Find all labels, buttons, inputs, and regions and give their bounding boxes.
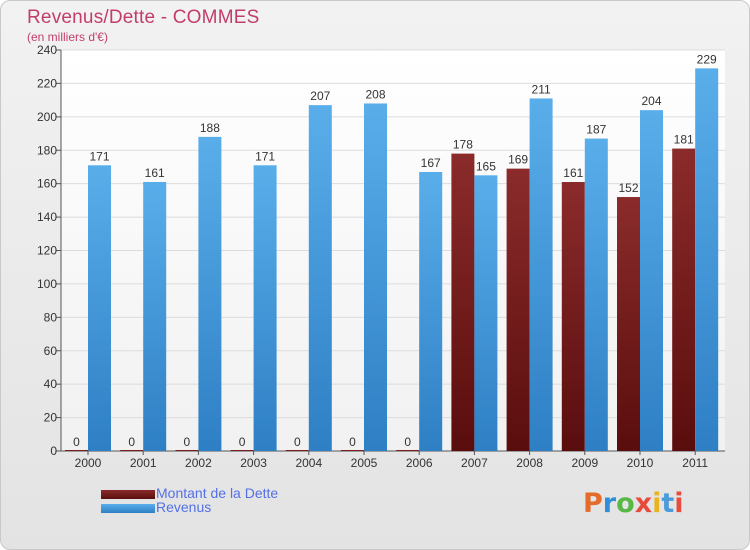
bar-dette <box>561 181 585 451</box>
data-label-revenus: 207 <box>310 89 330 103</box>
bar-dette <box>120 450 144 451</box>
data-label-revenus: 167 <box>421 156 441 170</box>
y-tick-label: 100 <box>37 277 57 291</box>
y-tick-label: 80 <box>44 310 58 324</box>
data-label-dette: 0 <box>184 435 191 449</box>
data-label-revenus: 204 <box>641 94 661 108</box>
y-tick-label: 120 <box>37 244 57 258</box>
data-label-revenus: 171 <box>89 149 109 163</box>
data-label-dette: 169 <box>508 153 528 167</box>
bar-dette <box>672 148 696 451</box>
bar-dette <box>285 450 309 451</box>
bar-dette <box>451 153 475 451</box>
bar-revenus <box>419 171 443 452</box>
y-tick-label: 180 <box>37 143 57 157</box>
logo-letter: t <box>661 488 675 519</box>
bar-revenus <box>529 98 553 452</box>
legend-swatch-dette <box>101 490 155 499</box>
logo-letter: x <box>634 488 653 519</box>
y-tick-label: 160 <box>37 177 57 191</box>
x-tick-label: 2008 <box>516 456 543 470</box>
data-label-dette: 0 <box>128 435 135 449</box>
x-tick-label: 2000 <box>75 456 102 470</box>
bar-revenus <box>308 105 332 451</box>
x-tick-label: 2003 <box>240 456 267 470</box>
data-label-revenus: 161 <box>145 166 165 180</box>
bar-dette <box>175 450 199 451</box>
data-label-revenus: 208 <box>365 87 385 101</box>
logo-letter: i <box>674 488 684 519</box>
x-tick-label: 2002 <box>185 456 212 470</box>
data-label-dette: 0 <box>294 435 301 449</box>
bar-revenus <box>695 68 719 452</box>
bar-dette <box>396 450 420 451</box>
data-label-revenus: 187 <box>586 123 606 137</box>
bar-dette <box>65 450 88 451</box>
y-tick-label: 0 <box>50 444 57 458</box>
bar-revenus <box>88 165 111 451</box>
logo-letter: r <box>602 488 617 519</box>
y-tick-label: 20 <box>44 411 58 425</box>
data-label-dette: 0 <box>73 435 80 449</box>
y-tick-label: 140 <box>37 210 57 224</box>
data-label-dette: 0 <box>349 435 356 449</box>
legend-label-dette: Montant de la Dette <box>156 485 279 501</box>
bar-dette <box>230 450 254 451</box>
y-tick-label: 240 <box>37 43 57 57</box>
bar-revenus <box>640 110 663 452</box>
data-label-revenus: 188 <box>200 121 220 135</box>
data-label-dette: 178 <box>453 138 473 152</box>
bar-revenus <box>474 175 498 451</box>
bar-revenus <box>253 165 277 451</box>
legend-item-revenus: Revenus <box>101 499 401 517</box>
data-label-dette: 181 <box>674 133 694 147</box>
bar-revenus <box>584 138 608 451</box>
logo-letter: o <box>616 488 635 519</box>
x-tick-label: 2005 <box>351 456 378 470</box>
data-label-revenus: 229 <box>697 52 717 66</box>
chart-title: Revenus/Dette - COMMES <box>27 7 260 28</box>
proxiti-logo: Proxiti <box>583 488 684 519</box>
x-tick-label: 2007 <box>461 456 488 470</box>
chart-subtitle: (en milliers d'€) <box>27 30 108 44</box>
data-label-dette: 161 <box>563 166 583 180</box>
y-tick-label: 220 <box>37 76 57 90</box>
x-tick-label: 2011 <box>682 456 708 470</box>
x-tick-label: 2009 <box>571 456 598 470</box>
logo-letter: P <box>583 488 603 519</box>
legend-label-revenus: Revenus <box>156 499 212 515</box>
data-label-dette: 0 <box>404 435 411 449</box>
data-label-dette: 152 <box>618 181 638 195</box>
bar-dette <box>617 197 640 451</box>
data-label-dette: 0 <box>239 435 246 449</box>
data-label-revenus: 171 <box>255 149 275 163</box>
x-tick-label: 2010 <box>627 456 654 470</box>
y-tick-label: 200 <box>37 110 57 124</box>
y-tick-label: 60 <box>44 344 58 358</box>
bar-dette <box>506 168 530 452</box>
x-tick-label: 2001 <box>130 456 157 470</box>
x-tick-label: 2006 <box>406 456 433 470</box>
legend-item-dette: Montant de la Dette <box>101 485 401 503</box>
data-label-revenus: 211 <box>532 82 551 96</box>
data-label-revenus: 165 <box>476 159 496 173</box>
legend-swatch-revenus <box>101 504 155 513</box>
bar-revenus <box>364 103 387 451</box>
y-tick-label: 40 <box>44 377 58 391</box>
x-tick-label: 2004 <box>295 456 322 470</box>
logo-letter: i <box>652 488 662 519</box>
bar-dette <box>341 450 364 451</box>
bar-revenus <box>198 136 222 451</box>
bar-revenus <box>143 181 167 451</box>
